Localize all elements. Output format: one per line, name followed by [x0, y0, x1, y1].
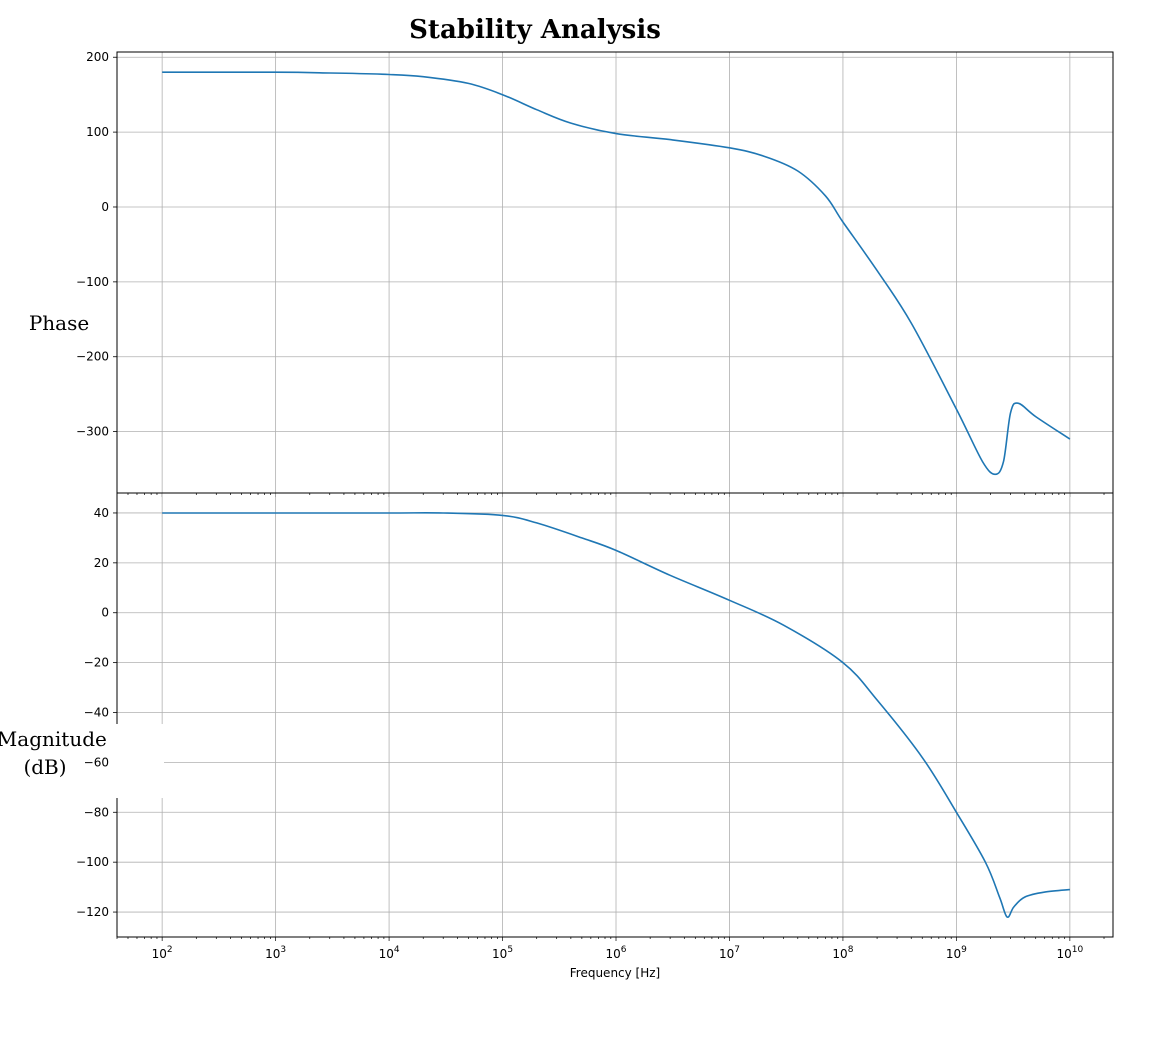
phase-axes-frame: [116, 51, 1114, 494]
magnitude-axes-frame: [116, 492, 1114, 938]
y-tick-label: −200: [76, 350, 109, 364]
phase-axis-label: Phase: [29, 311, 89, 335]
y-tick-label: −100: [76, 855, 109, 869]
x-tick-label: 104: [379, 945, 400, 961]
x-tick-label: 106: [605, 945, 626, 961]
y-tick-label: −120: [76, 905, 109, 919]
y-tick-label: 0: [101, 606, 109, 620]
phase-y-ticks: 200 100 0 −100 −200 −300: [76, 50, 117, 439]
phase-grid: [117, 52, 1113, 493]
magnitude-axis-label-line-2: (dB): [23, 755, 66, 779]
magnitude-axis-label-line-1: Magnitude: [0, 727, 107, 751]
phase-series-line: [162, 71, 1071, 476]
y-tick-label: −100: [76, 275, 109, 289]
y-tick-label: −300: [76, 425, 109, 439]
magnitude-minor-ticks: [116, 937, 1105, 941]
chart-title: Stability Analysis: [409, 15, 661, 45]
y-tick-label: −80: [84, 805, 109, 819]
x-tick-label: 107: [719, 945, 740, 961]
y-tick-label: 40: [94, 506, 109, 520]
y-tick-label: −20: [84, 656, 109, 670]
x-tick-label: 108: [832, 945, 853, 961]
phase-panel: 200 100 0 −100 −200 −300 Phase: [29, 50, 1114, 497]
x-tick-label: 109: [946, 945, 967, 961]
y-tick-label: −60: [84, 755, 109, 769]
x-tick-label: 1010: [1056, 945, 1083, 961]
y-tick-label: 0: [101, 200, 109, 214]
x-tick-label: 103: [265, 945, 286, 961]
magnitude-grid: [117, 493, 1113, 937]
frequency-x-ticks: 102 103 104 105 106 107 108 109 1010: [152, 945, 1084, 961]
magnitude-axis-label: Magnitude (dB): [0, 727, 113, 779]
x-tick-label: 102: [152, 945, 173, 961]
phase-minor-ticks: [116, 493, 1105, 497]
magnitude-series-line: [162, 511, 1070, 918]
y-tick-label: 100: [86, 125, 109, 139]
y-tick-label: 200: [86, 50, 109, 64]
magnitude-y-ticks: 40 20 0 −20 −40 −60 −80 −100 −120: [76, 506, 117, 919]
y-tick-label: −40: [84, 706, 109, 720]
x-tick-label: 105: [492, 945, 513, 961]
x-axis-label: Frequency [Hz]: [570, 966, 661, 980]
magnitude-label-backdrop: [110, 724, 164, 798]
y-tick-label: 20: [94, 556, 109, 570]
